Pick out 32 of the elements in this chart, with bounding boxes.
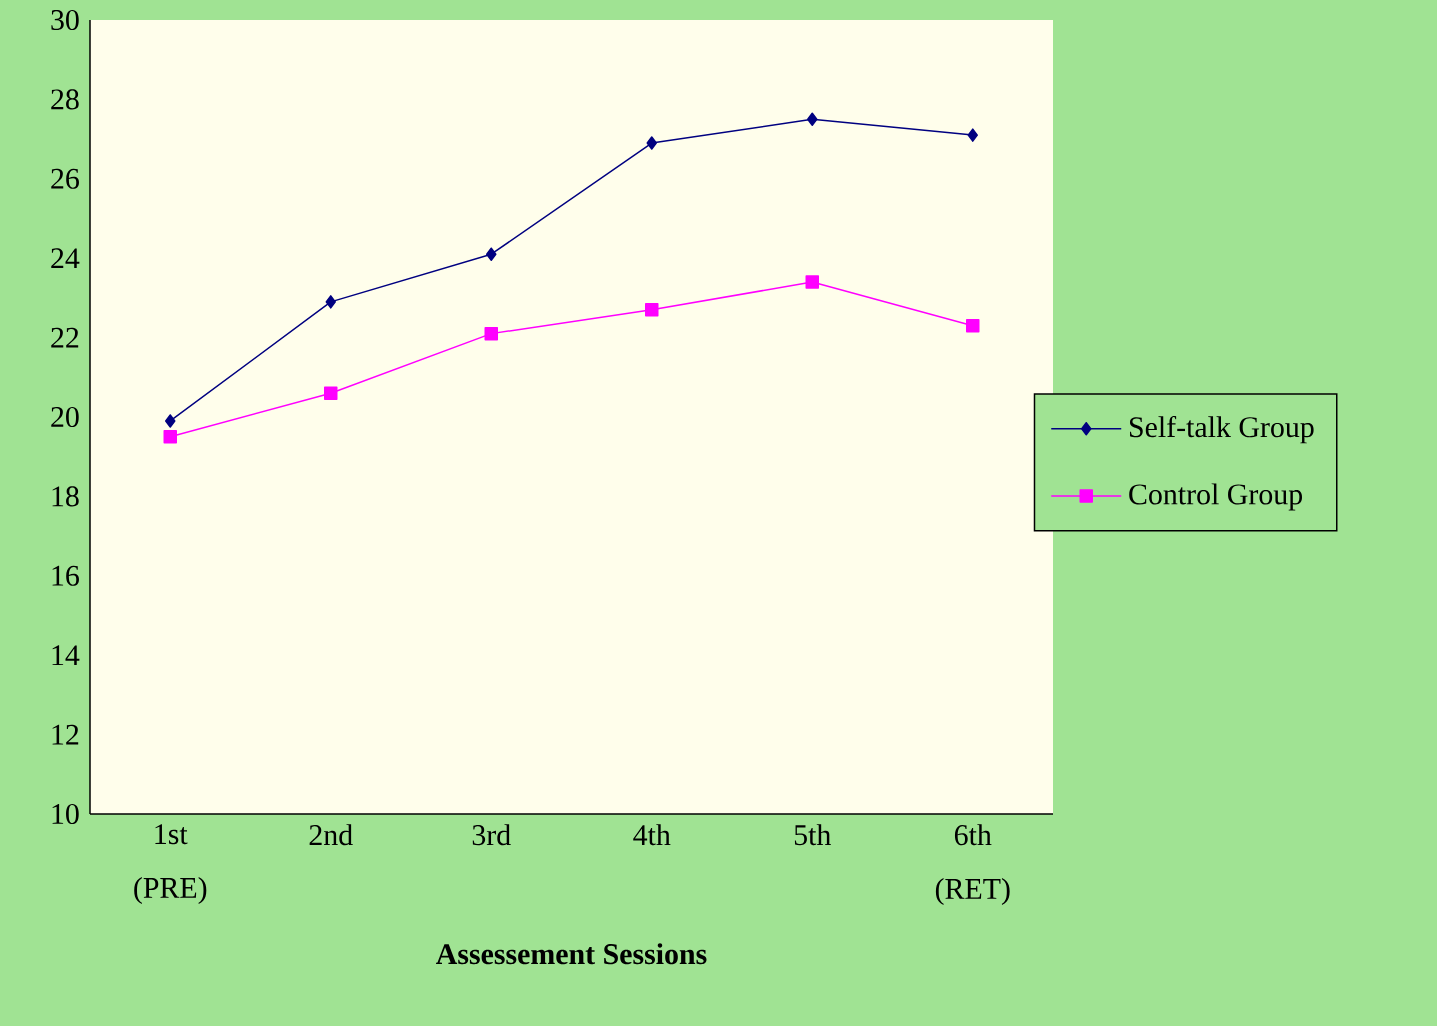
x-tick-label: 5th [794, 824, 831, 846]
x-tick-label: 2nd [309, 824, 353, 846]
y-tick-label: 16 [52, 565, 79, 586]
point [805, 275, 819, 289]
y-tick-label: 10 [52, 803, 79, 825]
x-tick-label: 4th [633, 824, 671, 846]
x-tick-label: 6th (RET) [935, 824, 1010, 906]
legend-label: Control Group [1129, 483, 1302, 511]
point [486, 247, 497, 261]
y-tick-label: 24 [51, 248, 80, 269]
y-tick-label: 28 [51, 89, 79, 110]
y-tick-label: 18 [52, 486, 79, 507]
y-tick-label: 14 [52, 645, 80, 666]
point [645, 303, 659, 317]
legend-label: Self-talk Group [1129, 415, 1314, 444]
point [966, 318, 980, 333]
point [646, 136, 657, 150]
point [163, 430, 177, 444]
x-axis-title: Assessement Sessions [436, 943, 707, 965]
point [324, 386, 338, 400]
point [165, 414, 176, 428]
point [807, 112, 818, 126]
y-tick-label: 26 [51, 168, 79, 189]
x-tick-label: 3rd [472, 824, 511, 846]
y-tick-label: 20 [51, 406, 79, 428]
point [484, 326, 498, 341]
y-tick-label: 22 [51, 327, 79, 348]
y-tick-label: 12 [52, 724, 79, 745]
y-tick-label: 30 [51, 9, 79, 31]
x-tick-label: 1st (PRE) [134, 824, 207, 905]
point [325, 295, 336, 309]
point [967, 128, 978, 142]
